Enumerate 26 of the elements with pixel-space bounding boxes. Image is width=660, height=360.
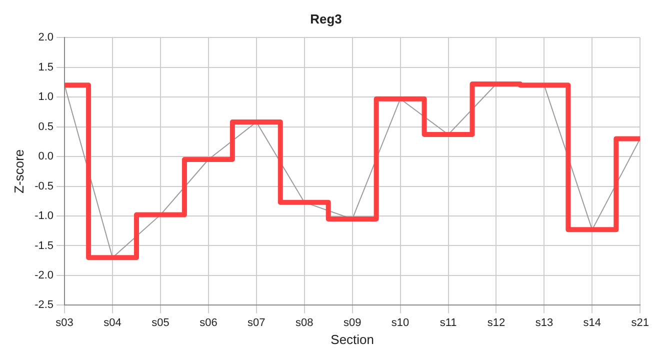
x-tick-label: s10 bbox=[391, 316, 410, 329]
x-tick-label: s05 bbox=[152, 316, 170, 329]
x-tick-label: s08 bbox=[296, 316, 314, 329]
y-tick-label: 0.0 bbox=[38, 150, 54, 163]
x-tick-label: s04 bbox=[104, 316, 122, 329]
y-axis-title: Z-score bbox=[11, 149, 26, 194]
x-tick-label: s13 bbox=[535, 316, 554, 329]
y-tick-label: 1.0 bbox=[38, 91, 54, 104]
y-tick-label: -2.5 bbox=[34, 299, 54, 312]
x-tick-label: s03 bbox=[56, 316, 74, 329]
y-tick-label: 1.5 bbox=[38, 61, 54, 74]
y-tick-label: -1.0 bbox=[34, 210, 54, 222]
y-tick-label: -0.5 bbox=[34, 180, 54, 192]
y-tick-label: -1.5 bbox=[34, 240, 54, 252]
x-tick-label: s09 bbox=[343, 316, 362, 329]
x-tick-label: s11 bbox=[440, 316, 457, 329]
x-tick-label: s21 bbox=[631, 316, 650, 329]
x-axis-title: Section bbox=[330, 332, 374, 347]
y-tick-label: -2.0 bbox=[34, 270, 54, 282]
y-tick-label: 2.0 bbox=[38, 32, 54, 44]
y-tick-label: 0.5 bbox=[38, 120, 54, 133]
x-tick-label: s06 bbox=[200, 316, 218, 329]
x-tick-label: s14 bbox=[583, 316, 602, 329]
chart-title: Reg3 bbox=[310, 11, 342, 26]
x-tick-label: s12 bbox=[487, 316, 506, 329]
x-tick-label: s07 bbox=[248, 316, 266, 329]
